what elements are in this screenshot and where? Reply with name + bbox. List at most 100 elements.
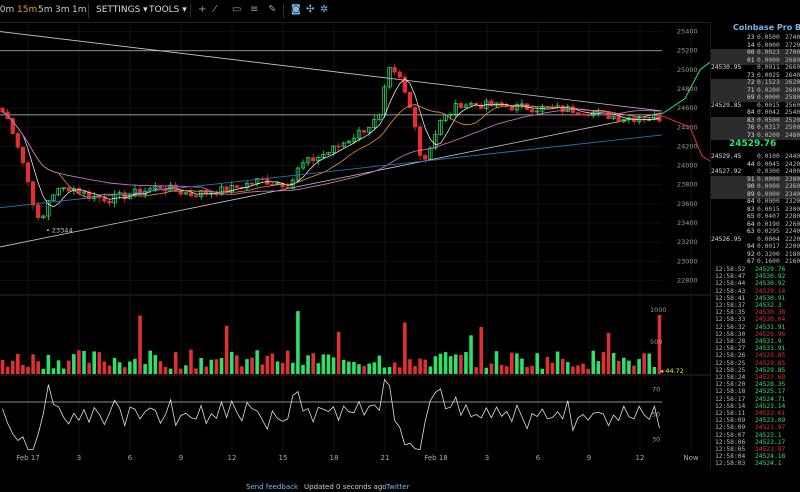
candle-body — [295, 167, 301, 181]
volume-bar — [657, 315, 662, 374]
send-feedback-link[interactable]: Send feedback — [246, 483, 299, 491]
orderbook-row[interactable]: 84 0.0042 2540 — [711, 109, 800, 117]
volume-bar — [31, 354, 35, 374]
orderbook-row[interactable]: 65 0.0407 2280 — [711, 213, 800, 221]
orderbook-row[interactable]: 44 0.0045 2420 — [711, 161, 800, 169]
orderbook-row[interactable]: 14 0.0000 2720 — [711, 42, 800, 50]
orderbook-size: 84 — [747, 109, 755, 116]
orderbook-row[interactable]: 24530.95 0.0011 2660 — [711, 64, 800, 72]
trade-price: 24530.38 — [755, 309, 786, 317]
candle-body — [30, 181, 36, 206]
orderbook-row[interactable]: 24526.95 0.0004 2220 — [711, 236, 800, 244]
trade-time: 12:58:30 — [715, 330, 746, 338]
orderbook-row[interactable]: 92 0.3200 2180 — [711, 251, 800, 259]
trade-time: 12:58:26 — [715, 352, 746, 360]
price-chart[interactable]: Feb 17 3 6 9 12 15 18 21 Feb 18 3 6 9 12 Now 25400 2520… — [0, 22, 710, 462]
settings-gear-icon[interactable]: ✲ — [320, 4, 329, 15]
volume-bar — [504, 366, 509, 374]
clear-tool-icon[interactable]: ✎ — [268, 4, 277, 15]
price-tick-label: 24200 — [677, 142, 698, 150]
tools-menu[interactable]: TOOLS ▾ — [149, 5, 187, 15]
orderbook-size: 94 — [747, 243, 755, 250]
orderbook-row[interactable]: 63 0.0295 2240 — [711, 228, 800, 236]
orderbook-row[interactable]: 94 0.0017 2200 — [711, 243, 800, 251]
trade-price: 24522.01 — [755, 410, 786, 417]
orderbook-row[interactable]: 90 0.0000 2360 — [711, 183, 800, 191]
orderbook-row[interactable]: 76 0.0317 2500 — [711, 124, 800, 132]
orderbook-row[interactable]: 89 0.0000 2340 — [711, 190, 800, 199]
timeframe-3m[interactable]: 3m — [55, 5, 70, 15]
orderbook-row[interactable]: 73 0.0025 2640 — [711, 72, 800, 80]
orderbook-price: 24529.45 — [711, 153, 742, 160]
trade-row: 12:58:52 24529.76 — [711, 266, 800, 274]
trade-row: 12:58:03 24524.1 — [711, 460, 800, 468]
orderbook-row[interactable]: 71 0.0200 2600 — [711, 86, 800, 95]
twitter-link[interactable]: Twitter — [386, 483, 410, 491]
orderbook-row[interactable]: 67 0.1600 2160 — [711, 258, 800, 266]
volume-bar — [530, 365, 534, 374]
volume-bar — [260, 364, 265, 374]
camera-icon[interactable]: ◙ — [291, 4, 301, 15]
orderbook-row[interactable]: 24529.85 0.0015 2560 — [711, 102, 800, 110]
volume-bar — [270, 353, 275, 374]
candle-body — [305, 157, 311, 164]
orderbook-mid-price: 24529.76 — [729, 139, 777, 149]
trade-row: 12:58:37 24532.3 — [711, 302, 800, 310]
orderbook-row[interactable]: 91 0.0000 2380 — [711, 175, 800, 184]
timeframe-30m[interactable]: 30m — [0, 5, 15, 15]
chart-area[interactable]: Feb 17 3 6 9 12 15 18 21 Feb 18 3 6 9 12 Now 25400 2520… — [0, 22, 710, 491]
orderbook-size: 90 — [747, 183, 755, 190]
trade-row: 12:58:32 24531.91 — [711, 324, 800, 332]
orderbook-total: 2400 — [785, 168, 800, 175]
settings-menu[interactable]: SETTINGS ▾ — [96, 5, 148, 15]
trade-row: 12:58:41 24530.91 — [711, 295, 800, 303]
orderbook-row[interactable]: 01 0.0000 2680 — [711, 56, 800, 65]
orderbook-total: 2600 — [785, 86, 800, 94]
candle-body — [244, 182, 250, 189]
orderbook-row[interactable]: 83 0.0500 2520 — [711, 116, 800, 125]
volume-bar — [178, 368, 183, 374]
orderbook-row[interactable]: 64 0.0190 2260 — [711, 221, 800, 229]
price-tick-label: 23800 — [677, 181, 698, 189]
candle-body — [51, 194, 56, 201]
price-annotation: • 23344 — [46, 227, 73, 235]
timeframe-1m[interactable]: 1m — [72, 5, 87, 15]
time-tick-label: Now — [683, 454, 699, 462]
orderbook-total: 2220 — [785, 235, 800, 243]
measure-tool-icon[interactable]: ▭ — [232, 4, 242, 15]
volume-bar — [133, 358, 137, 374]
orderbook-row[interactable]: 24529.45 0.0100 2440 — [711, 153, 800, 161]
orderbook-row[interactable]: 23 0.0500 2740 — [711, 34, 800, 42]
fib-tool-icon[interactable]: ≡ — [250, 4, 259, 15]
volume-bar — [408, 359, 412, 374]
orderbook-row[interactable]: 73 0.0200 2480 — [711, 131, 800, 140]
crosshair-tool-icon[interactable]: + — [198, 4, 207, 15]
timeframe-5m[interactable]: 5m — [38, 5, 53, 15]
trade-time: 12:58:06 — [715, 438, 746, 446]
volume-bar — [46, 354, 51, 374]
orderbook-row[interactable]: 24527.92 0.0300 2400 — [711, 168, 800, 176]
expand-icon[interactable]: ✣ — [306, 4, 315, 15]
orderbook-row[interactable]: 00 0.0023 2700 — [711, 49, 800, 57]
timeframe-15m[interactable]: 15m — [17, 5, 38, 15]
orderbook-total: 2480 — [785, 131, 800, 139]
orderbook-row[interactable]: 69 0.0000 2580 — [711, 94, 800, 102]
orderbook-row[interactable]: 84 0.0000 2320 — [711, 198, 800, 206]
orderbook-size: 44 — [747, 160, 755, 168]
candle-body — [178, 190, 183, 195]
orderbook-row[interactable]: 72 0.1523 2620 — [711, 79, 800, 87]
orderbook-size: 67 — [747, 258, 755, 265]
volume-bar — [509, 352, 514, 374]
volume-bar — [545, 356, 550, 374]
time-tick-label: 9 — [179, 454, 183, 462]
line-tool-icon[interactable]: ⁄ — [214, 4, 216, 15]
trade-time: 12:58:18 — [715, 388, 746, 396]
volume-bar — [637, 359, 641, 374]
candle-body — [560, 105, 565, 112]
trade-price: 24528.35 — [755, 381, 786, 389]
orderbook-row[interactable]: 83 0.0015 2300 — [711, 206, 800, 214]
orderbook-chk: 0.0295 — [757, 228, 780, 235]
candle-body — [158, 185, 163, 189]
ma-medium — [2, 104, 660, 199]
volume-bar — [306, 355, 310, 374]
